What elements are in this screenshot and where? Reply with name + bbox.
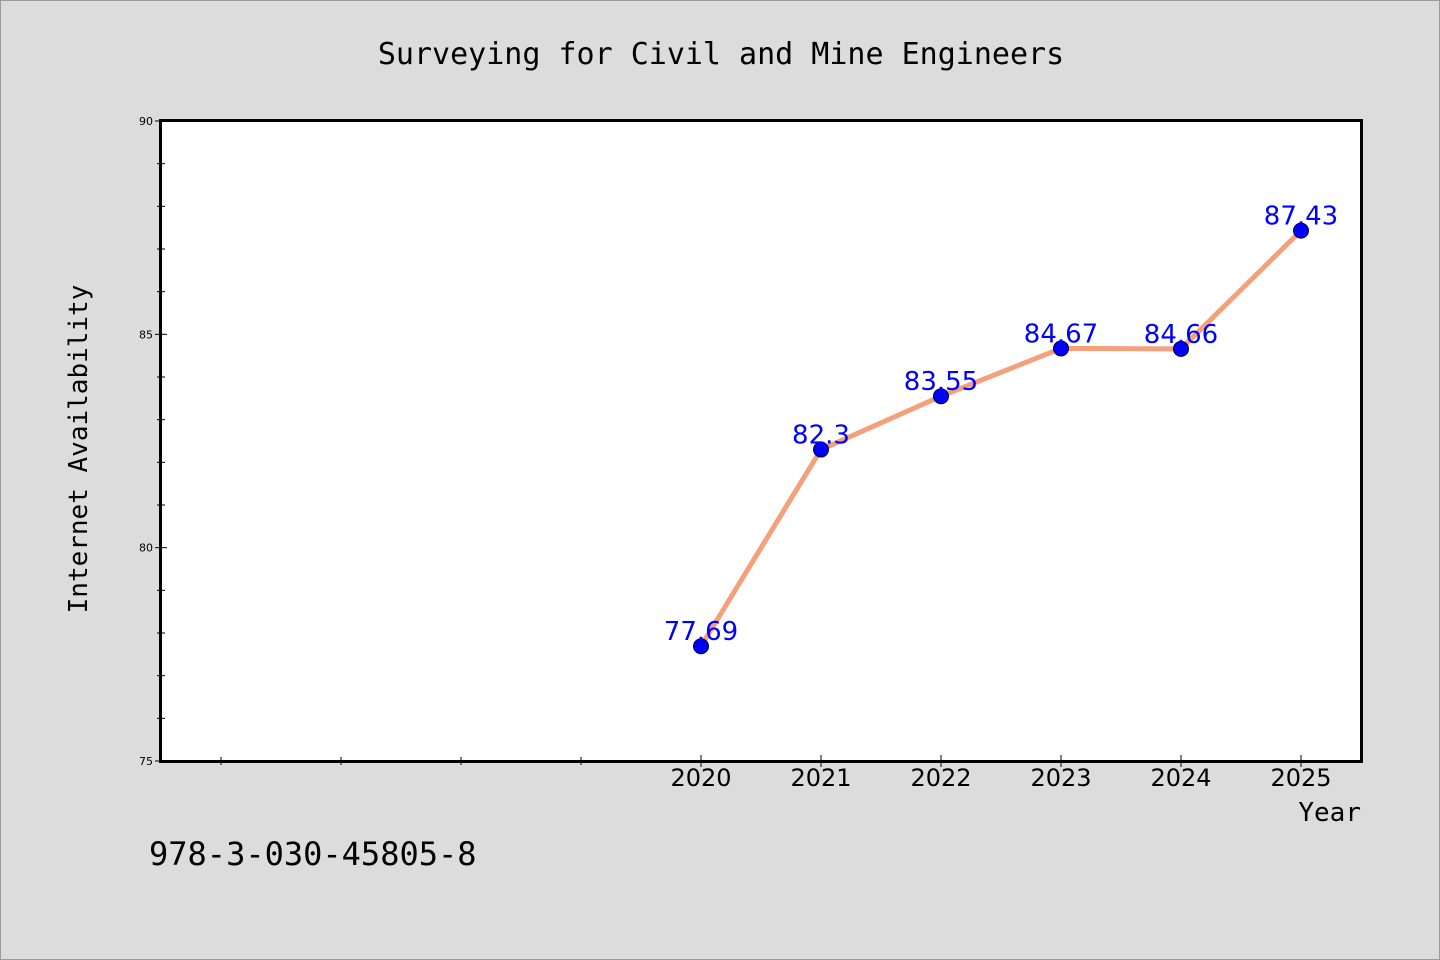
x-axis-label: Year xyxy=(1298,798,1361,828)
data-point xyxy=(813,441,829,458)
y-axis-label: Internet Availability xyxy=(64,285,94,614)
x-tick-label: 2023 xyxy=(1030,764,1091,792)
data-point xyxy=(933,388,949,405)
data-point xyxy=(693,638,709,655)
x-tick-label: 2021 xyxy=(790,764,851,792)
footnote-isbn: 978-3-030-45805-8 xyxy=(149,835,477,873)
series-line xyxy=(698,228,1304,649)
chart-title: Surveying for Civil and Mine Engineers xyxy=(378,37,1064,72)
data-label: 77.69 xyxy=(664,617,738,647)
data-label: 82.3 xyxy=(792,421,850,451)
plot-area xyxy=(159,119,1363,763)
y-tick-label: 90 xyxy=(139,115,153,128)
data-point xyxy=(1053,340,1069,357)
data-point xyxy=(1173,340,1189,357)
series-group: 77.69 82.3 83.55 84.67 84.66 87.43 xyxy=(664,202,1338,655)
data-label: 87.43 xyxy=(1264,202,1338,232)
x-tick-label: 2022 xyxy=(910,764,971,792)
data-point xyxy=(1293,222,1309,239)
y-tick-label: 80 xyxy=(139,542,153,555)
x-axis: 2020 2021 2022 2023 2024 2025 xyxy=(220,755,1332,792)
data-label: 83.55 xyxy=(904,367,978,397)
y-tick-label: 75 xyxy=(139,755,153,768)
x-tick-label: 2025 xyxy=(1270,764,1331,792)
y-axis: 75 80 85 90 xyxy=(139,115,167,768)
data-label: 84.67 xyxy=(1024,319,1098,349)
data-label: 84.66 xyxy=(1144,320,1218,350)
x-tick-label: 2020 xyxy=(670,764,731,792)
y-tick-label: 85 xyxy=(139,328,153,341)
x-tick-label: 2024 xyxy=(1150,764,1211,792)
